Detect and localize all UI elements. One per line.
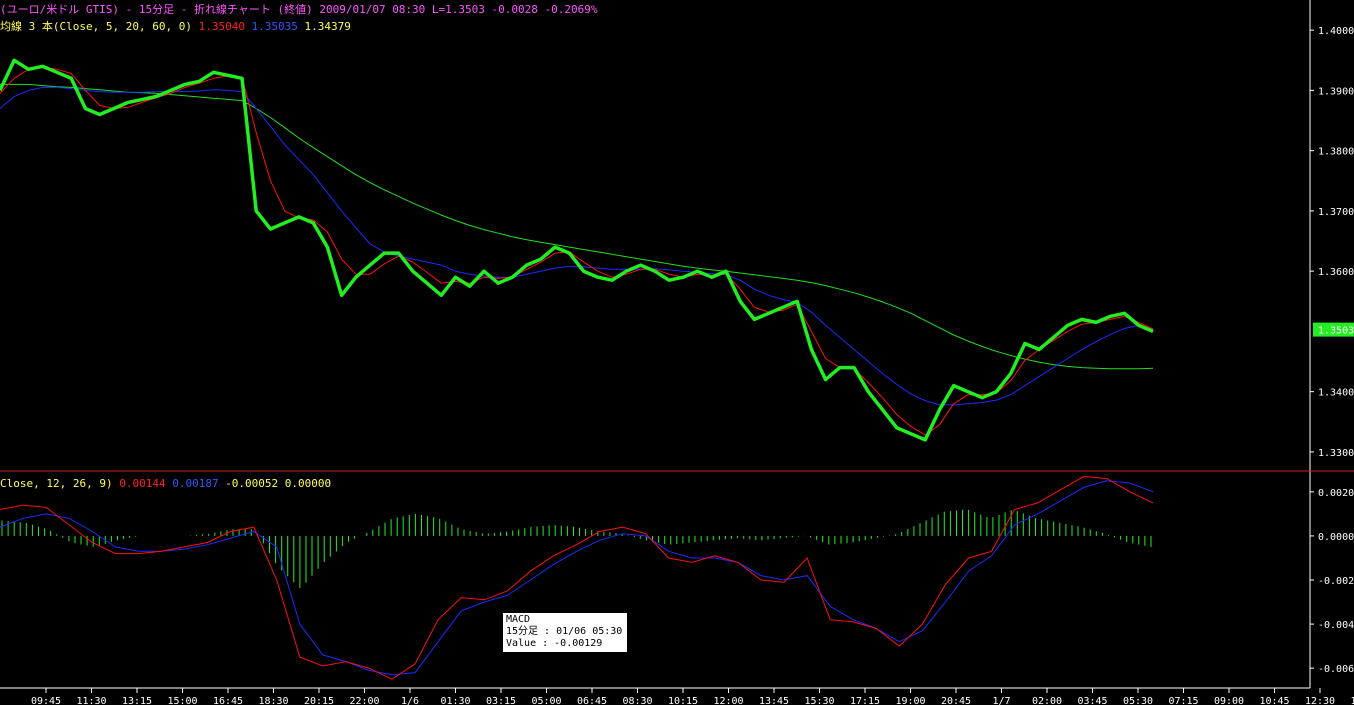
time-tick-label: 05:00 (531, 696, 561, 705)
macd-tick-label: 0.0020 (1318, 488, 1354, 499)
time-tick-label: 18:30 (258, 696, 288, 705)
time-tick-label: 12:30 (1305, 696, 1335, 705)
time-tick-label: 16:45 (213, 696, 243, 705)
time-tick-label: 1/6 (401, 696, 419, 705)
tooltip-value: Value : -0.00129 (506, 638, 603, 649)
time-tick-label: 15:30 (804, 696, 834, 705)
time-tick-label: 07:15 (1168, 696, 1198, 705)
current-price-tag (1313, 322, 1354, 337)
series-ma5-line (0, 67, 1154, 436)
price-tick-label: 1.3600 (1318, 267, 1354, 278)
tooltip-time: 15分足 : 01/06 05:30 (506, 626, 623, 637)
price-tick-label: 1.4000 (1318, 26, 1354, 37)
tooltip-title: MACD (506, 614, 531, 625)
macd-tick-label: -0.002 (1318, 576, 1354, 587)
ma20-value: 1.35035 (251, 20, 298, 33)
time-tick-label: 03:15 (486, 696, 516, 705)
time-tick-label: 19:00 (895, 696, 925, 705)
series-ma20-line (0, 86, 1154, 406)
time-tick-label: 09:00 (1214, 696, 1244, 705)
macd-tick-label: 0.0000 (1318, 532, 1354, 543)
time-tick-label: 06:45 (577, 696, 607, 705)
price-tick-label: 1.3300 (1318, 448, 1354, 459)
chart-title: (ユーロ/米ドル GTIS) - 15分足 - 折れ線チャート (終値) 200… (0, 3, 598, 16)
time-tick-label: 11:30 (76, 696, 106, 705)
time-tick-label: 14:15 (1350, 696, 1354, 705)
price-plot[interactable] (0, 58, 1154, 442)
macd-value: 0.00144 (119, 477, 166, 490)
price-tick-label: 1.3400 (1318, 388, 1354, 399)
ma60-value: 1.34379 (304, 20, 351, 33)
series-ma60-line (0, 83, 1154, 370)
macd-legend: Close, 12, 26, 9) 0.00144 0.00187 -0.000… (0, 477, 331, 490)
series-signal-line (0, 480, 1154, 676)
time-tick-label: 12:00 (713, 696, 743, 705)
time-tick-label: 20:45 (941, 696, 971, 705)
macd-plot[interactable] (0, 475, 1154, 680)
time-tick-label: 22:00 (349, 696, 379, 705)
macd-tick-label: -0.006 (1318, 664, 1354, 675)
time-tick-label: 13:15 (122, 696, 152, 705)
signal-value: 0.00187 (172, 477, 219, 490)
series-macd-line (0, 475, 1154, 680)
zero-value: 0.00000 (284, 477, 332, 490)
hist-value: -0.00052 (225, 477, 279, 490)
price-tick-label: 1.3700 (1318, 207, 1354, 218)
time-tick-label: 20:15 (304, 696, 334, 705)
macd-tick-label: -0.004 (1318, 620, 1354, 631)
ma5-value: 1.35040 (198, 20, 245, 33)
time-tick-label: 1/7 (992, 696, 1010, 705)
time-tick-label: 08:30 (622, 696, 652, 705)
time-tick-label: 10:15 (668, 696, 698, 705)
macd-tooltip: MACD 15分足 : 01/06 05:30 Value : -0.00129 (503, 613, 627, 652)
time-tick-label: 10:45 (1259, 696, 1289, 705)
time-tick-label: 15:00 (167, 696, 197, 705)
time-tick-label: 17:15 (850, 696, 880, 705)
time-tick-label: 13:45 (759, 696, 789, 705)
ma-legend: 均線 3 本(Close, 5, 20, 60, 0) 1.35040 1.35… (0, 20, 351, 33)
current-price-label: 1.3503 (1318, 326, 1354, 337)
price-tick-label: 1.3900 (1318, 86, 1354, 97)
ma-legend-label: 均線 3 本(Close, 5, 20, 60, 0) (0, 20, 192, 33)
time-tick-label: 02:00 (1032, 696, 1062, 705)
time-tick-label: 01:30 (440, 696, 470, 705)
time-tick-label: 05:30 (1123, 696, 1153, 705)
series-price-line (0, 58, 1154, 442)
time-tick-label: 03:45 (1077, 696, 1107, 705)
time-tick-label: 09:45 (31, 696, 61, 705)
macd-legend-label: Close, 12, 26, 9) (0, 477, 113, 490)
price-tick-label: 1.3800 (1318, 147, 1354, 158)
